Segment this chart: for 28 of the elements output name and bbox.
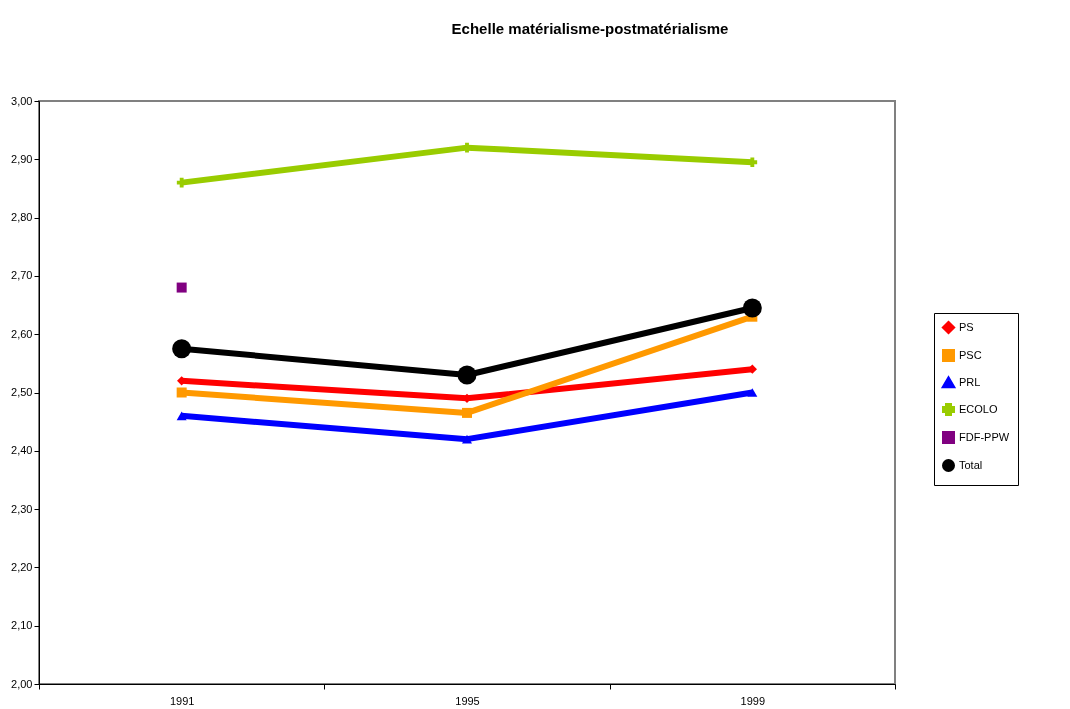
legend-label: PSC [959, 348, 982, 361]
point [457, 365, 477, 385]
x-tick-label: 1991 [169, 694, 195, 707]
y-tick-label: 2,10 [11, 619, 33, 632]
legend-label: PRL [959, 375, 981, 388]
x-tick-label: 1995 [455, 694, 480, 707]
y-tick-label: 2,20 [11, 560, 33, 573]
y-tick-label: 3,00 [11, 94, 33, 107]
point [462, 407, 472, 418]
y-tick-label: 2,60 [11, 327, 33, 340]
chart-title: Echelle matérialisme-postmatérialisme [451, 20, 729, 37]
point [747, 388, 758, 397]
y-tick-label: 2,50 [11, 386, 33, 398]
y-tick-label: 2,80 [11, 211, 33, 224]
point [742, 298, 762, 318]
y-tick-label: 2,40 [11, 444, 33, 457]
legend-label: Total [959, 458, 983, 471]
y-tick-label: 2,70 [11, 269, 33, 282]
legend-label: FDF-PPW [959, 430, 1010, 443]
y-tick-label: 2,30 [11, 502, 33, 515]
y-tick-label: 2,90 [11, 152, 33, 165]
x-tick-label: 1999 [740, 694, 766, 707]
point [176, 387, 187, 398]
legend-label: ECOLO [959, 402, 998, 415]
legend-label: PS [959, 320, 974, 333]
y-tick-label: 2,00 [11, 677, 33, 690]
point [172, 339, 192, 359]
point [176, 411, 187, 421]
